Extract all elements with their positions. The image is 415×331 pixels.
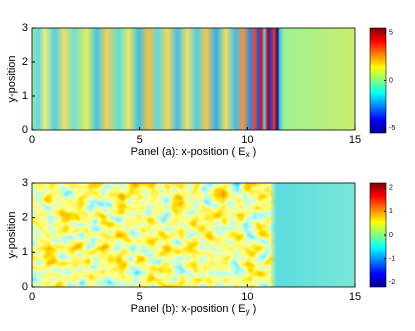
colorbar-tick-label: 1 [389,208,393,215]
x-tick-label: 15 [349,134,361,146]
y-tick-label: 1 [22,246,28,258]
panel-a: 0 5 10 15 0 1 2 3 Panel (a): x-position ( Ex ) y-… [6,22,395,159]
colorbar-tick-label: -5 [389,125,395,132]
colorbar-tick-label: 5 [389,30,393,37]
y-tick-label: 0 [22,124,28,136]
colorbar-scale [369,27,387,134]
y-axis-label: y-position [6,55,18,102]
x-tick-label: 5 [137,291,143,303]
y-tick-label: 3 [22,177,28,189]
x-tick-label: 10 [241,291,253,303]
field-image [32,28,355,130]
y-tick-label: 2 [22,212,28,224]
x-tick-label: 15 [349,291,361,303]
colorbar-tick-label: 0 [389,232,393,239]
field-image [32,183,280,287]
x-tick-label: 10 [241,134,253,146]
x-axis-label: Panel (b): x-position ( Ey ) [131,303,257,316]
x-axis-label-end: ) [250,303,257,315]
colorbar: 5 0 -5 [369,27,395,134]
x-axis-label-subscript: x [246,150,250,159]
y-tick-label: 1 [22,90,28,102]
x-axis-label-end: ) [250,146,257,158]
plot-frame [31,27,356,131]
x-axis-label-subscript: y [246,307,250,316]
y-tick-label: 2 [22,56,28,68]
colorbar-tick-label: -2 [389,279,395,286]
x-tick-label: 0 [29,134,35,146]
plot-frame [31,182,356,288]
x-axis-label-text: Panel (a): x-position ( E [131,146,246,158]
colorbar-tick-label: 0 [389,77,393,84]
x-tick-label: 0 [29,291,35,303]
y-tick-label: 0 [22,281,28,293]
colorbar: 2 1 0 -1 -2 [369,182,395,288]
x-tick-label: 5 [137,134,143,146]
x-axis-label: Panel (a): x-position ( Ex ) [131,146,257,159]
x-axis-label-text: Panel (b): x-position ( E [131,303,246,315]
y-axis-label: y-position [6,211,18,258]
colorbar-tick-label: -1 [389,255,395,262]
colorbar-scale [369,182,387,288]
field-image [270,183,355,287]
colorbar-tick-label: 2 [389,185,393,192]
y-tick-label: 3 [22,22,28,34]
